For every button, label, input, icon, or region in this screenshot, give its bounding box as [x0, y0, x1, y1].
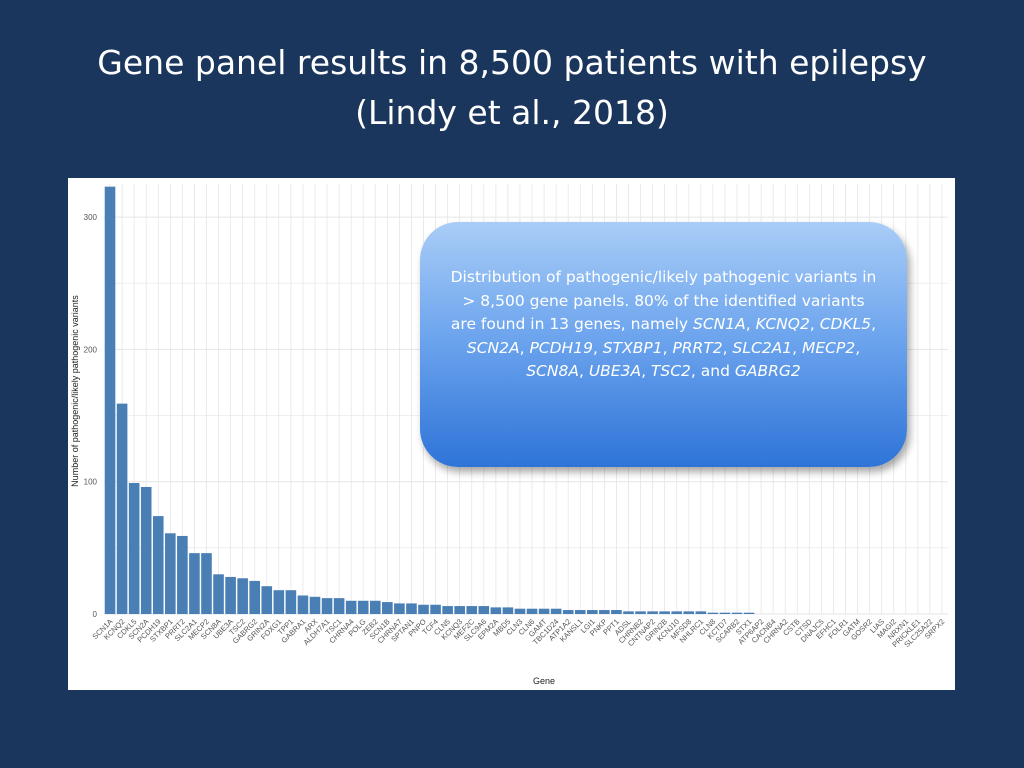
bar — [394, 603, 405, 614]
callout-intro: Distribution of pathogenic/likely pathog… — [450, 268, 877, 333]
bar — [249, 580, 261, 614]
slide-title-line-1: Gene panel results in 8,500 patients wit… — [97, 43, 927, 82]
bar — [719, 612, 731, 614]
callout-gene: PRRT2 — [672, 338, 723, 357]
callout-gene: GABRG2 — [734, 362, 801, 380]
bar — [587, 610, 598, 614]
callout-gene: SCN1A — [693, 315, 746, 333]
bar — [273, 590, 285, 614]
bar — [297, 595, 309, 614]
callout-gene: SCN2A — [466, 338, 520, 357]
bar — [743, 612, 755, 614]
y-tick-label: 300 — [84, 213, 98, 222]
bar — [406, 603, 417, 614]
bar — [213, 574, 224, 614]
bar — [478, 606, 490, 614]
bar — [261, 586, 273, 614]
bar — [538, 608, 550, 614]
bar — [454, 606, 465, 614]
callout-gene: STXBP1 — [602, 338, 663, 357]
callout-gene: CDKL5 — [819, 315, 872, 333]
bar — [671, 611, 683, 614]
bar — [647, 611, 658, 614]
bar — [382, 602, 393, 614]
callout-text: Distribution of pathogenic/likely pathog… — [450, 268, 877, 380]
bar — [116, 403, 128, 614]
bar — [623, 611, 634, 614]
bar — [165, 533, 176, 614]
slide-title: Gene panel results in 8,500 patients wit… — [0, 38, 1024, 138]
bar — [357, 600, 369, 614]
bar — [695, 611, 707, 614]
bar — [333, 598, 345, 614]
bar — [309, 596, 321, 614]
y-tick-label: 100 — [84, 478, 98, 487]
bar — [104, 186, 116, 614]
callout-gene: SLC2A1 — [732, 338, 793, 357]
bar — [562, 610, 574, 614]
bar — [369, 600, 381, 614]
bar — [707, 612, 719, 614]
bar — [430, 604, 441, 614]
bar — [599, 610, 610, 614]
x-axis-title: Gene — [533, 676, 555, 686]
bar — [140, 486, 152, 614]
bar — [285, 590, 297, 614]
y-tick-label: 200 — [84, 345, 98, 354]
bar — [418, 604, 429, 614]
bar — [225, 576, 236, 614]
callout-gene: KCNQ2 — [755, 315, 810, 333]
bar — [466, 606, 478, 614]
bar — [152, 516, 164, 614]
bar — [177, 535, 188, 614]
slide-title-line-2: (Lindy et al., 2018) — [355, 93, 669, 132]
bar — [128, 483, 140, 614]
bar — [201, 553, 212, 614]
callout-gene: MECP2 — [802, 338, 856, 357]
bar — [659, 611, 670, 614]
bar — [550, 608, 562, 614]
callout-gene: SCN8A — [526, 362, 579, 380]
bar — [321, 598, 333, 614]
bar — [526, 608, 538, 614]
bar — [189, 553, 200, 614]
bar — [683, 611, 695, 614]
callout-gene: UBE3A — [588, 362, 642, 380]
bar — [442, 606, 453, 614]
y-tick-label: 0 — [93, 610, 98, 619]
bar — [237, 578, 248, 614]
y-axis-title: Number of pathogenic/likely pathogenic v… — [70, 295, 80, 487]
bar — [490, 607, 502, 614]
bar — [574, 610, 586, 614]
callout-conjunction: and — [700, 362, 730, 380]
bar — [731, 612, 743, 614]
bar — [635, 611, 646, 614]
bar — [514, 608, 526, 614]
callout-gene: PCDH19 — [529, 338, 593, 357]
callout-gene: TSC2 — [650, 362, 691, 380]
bar — [611, 610, 622, 614]
bar — [345, 600, 357, 614]
callout-box: Distribution of pathogenic/likely pathog… — [420, 222, 907, 467]
bar — [502, 607, 514, 614]
